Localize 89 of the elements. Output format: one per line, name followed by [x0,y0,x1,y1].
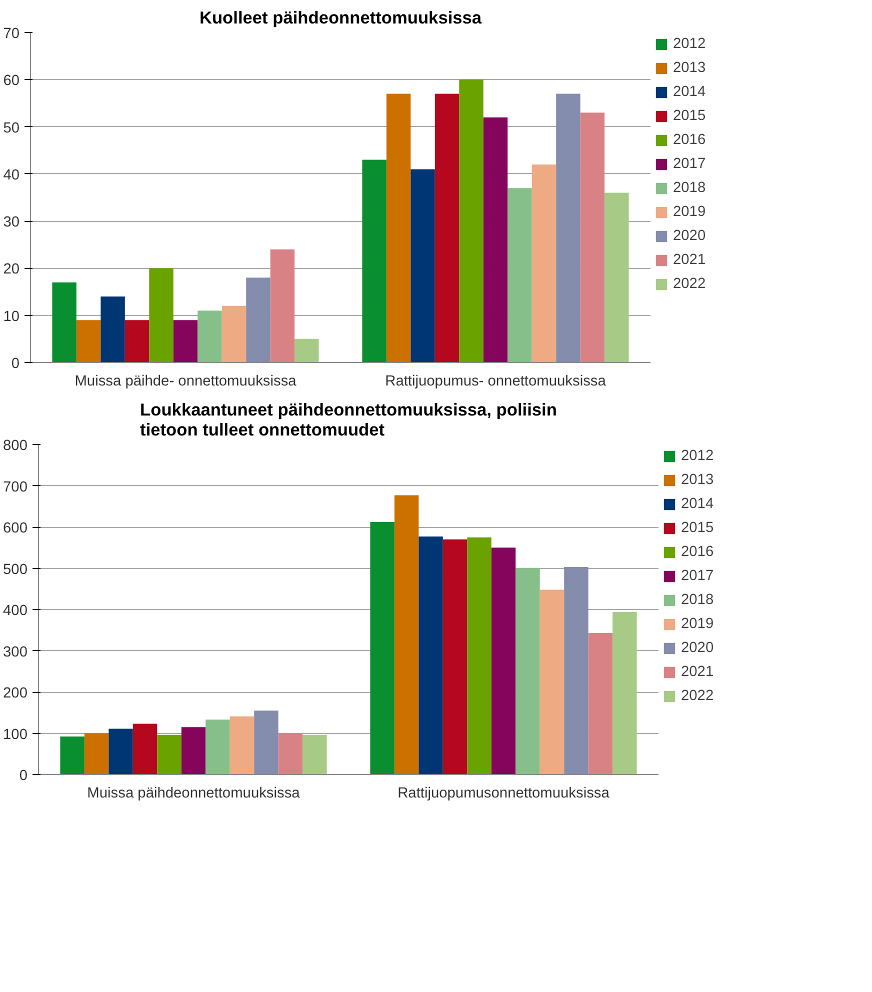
bar [516,568,540,774]
bar [394,495,419,774]
y-tick-label: 0 [19,768,28,784]
x-tick-label: Rattijuopumus- onnettomuuksissa [385,374,607,390]
bar [302,734,327,774]
bar [230,716,254,774]
bar [483,117,508,362]
bar [491,548,516,774]
bar [157,734,182,774]
bar [410,169,435,362]
bar [580,112,605,362]
bar [294,338,319,362]
bar [206,720,230,774]
bar [612,612,637,774]
bar [100,296,125,362]
bar [60,736,84,774]
bar [132,724,158,774]
legend-label: 2017 [681,568,714,584]
chart-title: Loukkaantuneet päihdeonnettomuuksissa, poliisin tietoon tulleet onnettomuudet [140,400,557,440]
bar [540,590,564,774]
bar [564,567,588,774]
bar [467,537,492,774]
legend-label: 2016 [673,132,706,148]
legend-label: 2012 [681,448,714,464]
y-tick-label: 70 [3,26,20,42]
bar [270,249,295,362]
bar [532,164,556,362]
y-tick-label: 500 [3,562,28,578]
bar [52,282,76,362]
legend-label: 2022 [681,688,714,704]
legend-label: 2014 [673,84,706,100]
bar [604,192,629,362]
bar [246,278,270,362]
bar [254,710,278,774]
legend-label: 2015 [673,108,706,124]
legend-label: 2018 [681,592,714,608]
x-tick-label: Muissa päihde- onnettomuuksissa [74,374,298,390]
bar [76,320,101,362]
bar [278,733,303,774]
legend-label: 2016 [681,544,714,560]
bar [418,536,443,774]
bar [459,80,484,362]
legend-label: 2018 [673,180,706,196]
y-tick-label: 600 [3,520,28,536]
bar [370,522,394,774]
bar [198,310,222,362]
y-tick-label: 60 [3,73,20,90]
y-tick-label: 400 [3,603,28,619]
bar [508,188,532,362]
bar [173,320,198,362]
bar [588,633,613,774]
bar [181,727,206,774]
chart-title: Kuolleet päihdeonnettomuuksissa [199,8,482,28]
y-tick-label: 0 [11,356,20,372]
y-tick-label: 30 [3,214,20,231]
bar [556,94,580,362]
legend-label: 2013 [673,60,706,76]
y-tick-label: 700 [3,479,28,496]
bar [362,160,386,362]
bar [84,733,109,774]
y-tick-label: 10 [3,308,20,325]
y-tick-label: 50 [3,120,20,136]
x-tick-label: Muissa päihdeonnettomuuksissa [87,786,301,802]
legend-label: 2012 [673,36,706,52]
y-tick-label: 100 [3,726,28,743]
bar [124,320,150,362]
bar [149,268,174,362]
bar [108,728,133,774]
legend-label: 2021 [673,252,706,268]
legend-label: 2019 [681,616,714,632]
y-tick-label: 200 [3,686,28,702]
bar [222,306,246,362]
bar [434,94,460,362]
legend-label: 2019 [673,204,706,220]
legend-label: 2013 [681,472,714,488]
legend-label: 2015 [681,520,714,536]
legend-label: 2021 [681,664,714,680]
y-tick-label: 40 [3,167,20,184]
x-tick-label: Rattijuopumusonnettomuuksissa [398,786,610,802]
y-tick-label: 800 [3,438,28,454]
bar [442,539,468,774]
legend-label: 2014 [681,496,714,512]
legend-label: 2017 [673,156,706,172]
legend-label: 2020 [681,640,714,656]
bar [386,94,411,362]
legend-label: 2020 [673,228,706,244]
legend-label: 2022 [673,276,706,292]
y-tick-label: 20 [3,262,20,278]
y-tick-label: 300 [3,644,28,660]
